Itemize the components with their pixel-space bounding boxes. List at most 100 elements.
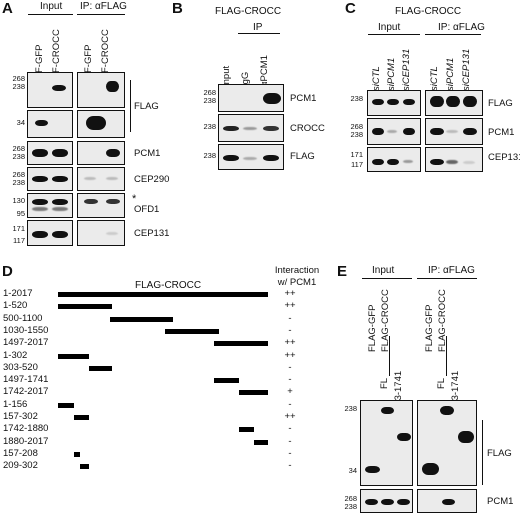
panel-c-lane-6: siCEP131	[461, 48, 472, 91]
blot-a-cep290-ip	[77, 167, 125, 191]
construct-interaction: ++	[284, 300, 296, 312]
panel-a-pcm1-label: PCM1	[134, 148, 161, 159]
panel-b-letter: B	[172, 0, 183, 17]
construct-label: 500-1100	[3, 312, 43, 324]
panel-b-lane-3: αPCM1	[259, 55, 270, 87]
construct-interaction: -	[288, 447, 292, 459]
mw-marker: 117	[351, 160, 363, 169]
panel-b-ip-header: IP	[253, 22, 263, 33]
construct-label: 1-302	[3, 349, 28, 361]
panel-d-interaction-header: Interaction w/ PCM1	[274, 265, 320, 288]
asterisk-mark: *	[132, 193, 137, 205]
blot-b-pcm1	[218, 84, 284, 112]
mw-marker: 268	[350, 122, 363, 131]
construct-bar	[89, 365, 113, 371]
construct-label: 157-208	[3, 447, 38, 459]
construct-bar	[239, 390, 268, 396]
panel-d-letter: D	[2, 263, 13, 280]
panel-b-title: FLAG-CROCC	[215, 6, 282, 17]
construct-bar	[58, 353, 90, 359]
construct-bar	[58, 304, 113, 310]
construct-bar	[58, 402, 75, 408]
construct-bar	[74, 415, 90, 420]
construct-interaction: ++	[284, 349, 296, 361]
blot-a-pcm1-input	[27, 141, 73, 165]
blot-a-flag-ip	[77, 72, 125, 108]
construct-interaction: -	[288, 312, 292, 324]
panel-c-title: FLAG-CROCC	[395, 6, 462, 17]
panel-b-crocc-label: CROCC	[290, 123, 325, 134]
panel-a-ip-header: IP: αFLAG	[80, 1, 127, 12]
construct-bar	[58, 292, 268, 297]
construct-interaction: -	[288, 435, 292, 447]
mw-marker: 238	[350, 130, 363, 139]
mw-marker: 117	[13, 236, 25, 245]
blot-a-pcm1-ip	[77, 141, 125, 165]
construct-interaction: -	[288, 423, 292, 435]
mw-marker: 171	[12, 224, 25, 233]
construct-bar	[239, 427, 254, 433]
blot-a-cep290-input	[27, 167, 73, 191]
construct-bar	[213, 341, 268, 347]
mw-marker: 130	[12, 196, 25, 205]
blot-a-34-input	[27, 110, 73, 138]
construct-label: 209-302	[3, 460, 38, 472]
panel-a-cep290-label: CEP290	[134, 174, 170, 185]
mw-marker: 238	[344, 502, 357, 511]
construct-interaction: -	[288, 324, 292, 336]
panel-e-lane-flag-gfp-ip: FLAG-GFP	[424, 304, 435, 352]
panel-e-lane-flag-crocc-input: FLAG-CROCC	[380, 289, 391, 352]
panel-a-lane-1: F-GFP	[34, 44, 45, 74]
mw-marker: 268	[12, 170, 25, 179]
panel-e-letter: E	[337, 263, 348, 280]
panel-a-cep131-label: CEP131	[134, 228, 170, 239]
panel-e-sublane-fl-ip: FL	[436, 377, 447, 389]
construct-interaction: ++	[284, 411, 296, 422]
panel-c-flag-label: FLAG	[488, 98, 513, 109]
mw-marker: 34	[348, 466, 357, 475]
mw-marker: 95	[16, 209, 25, 218]
mw-marker: 34	[16, 118, 25, 127]
panel-c-cep131-label: CEP131	[488, 152, 520, 163]
blot-a-flag-input	[27, 72, 73, 108]
panel-c-lane-3: siCEP131	[401, 48, 412, 91]
construct-label: 1030-1550	[3, 324, 49, 336]
mw-marker: 238	[203, 122, 216, 131]
panel-c-lane-4: siCTL	[429, 66, 440, 91]
mw-marker: 268	[12, 144, 25, 153]
construct-label: 157-302	[3, 411, 38, 422]
mw-marker: 238	[203, 151, 216, 160]
panel-a-lane-2: F-CROCC	[51, 29, 62, 73]
construct-label: 1-520	[3, 300, 28, 312]
construct-label: 1742-2017	[3, 386, 49, 398]
panel-e-lane-flag-gfp-input: FLAG-GFP	[367, 304, 378, 352]
panel-e-ip-header: IP: αFLAG	[428, 265, 475, 276]
construct-label: 1-156	[3, 398, 28, 410]
blot-c-pcm1-input	[367, 118, 421, 145]
panel-a-ofd1-label: OFD1	[134, 204, 160, 215]
construct-bar	[74, 451, 80, 457]
construct-interaction: -	[288, 361, 292, 373]
blot-b-crocc	[218, 114, 284, 142]
mw-marker: 238	[12, 82, 25, 91]
panel-c-lane-5: siPCM1	[445, 57, 456, 91]
panel-a-letter: A	[2, 0, 13, 17]
mw-marker: 238	[350, 94, 363, 103]
mw-marker: 268	[344, 494, 357, 503]
construct-bar	[109, 316, 173, 322]
blot-a-cep131-input	[27, 220, 73, 246]
panel-e-lane-flag-crocc-ip: FLAG-CROCC	[437, 289, 448, 352]
construct-label: 1497-1741	[3, 374, 49, 386]
mw-marker: 238	[344, 404, 357, 413]
panel-b-flag-label: FLAG	[290, 151, 315, 162]
blot-e-flag-ip	[417, 400, 477, 486]
blot-b-flag	[218, 144, 284, 170]
construct-label: 1-2017	[3, 288, 33, 299]
panel-a-flag-label: FLAG	[134, 101, 159, 112]
panel-c-letter: C	[345, 0, 356, 17]
construct-interaction: -	[288, 374, 292, 386]
panel-d-title: FLAG-CROCC	[135, 280, 202, 291]
construct-label: 1880-2017	[3, 435, 49, 447]
construct-interaction: ++	[284, 288, 296, 299]
construct-bar	[165, 328, 220, 334]
